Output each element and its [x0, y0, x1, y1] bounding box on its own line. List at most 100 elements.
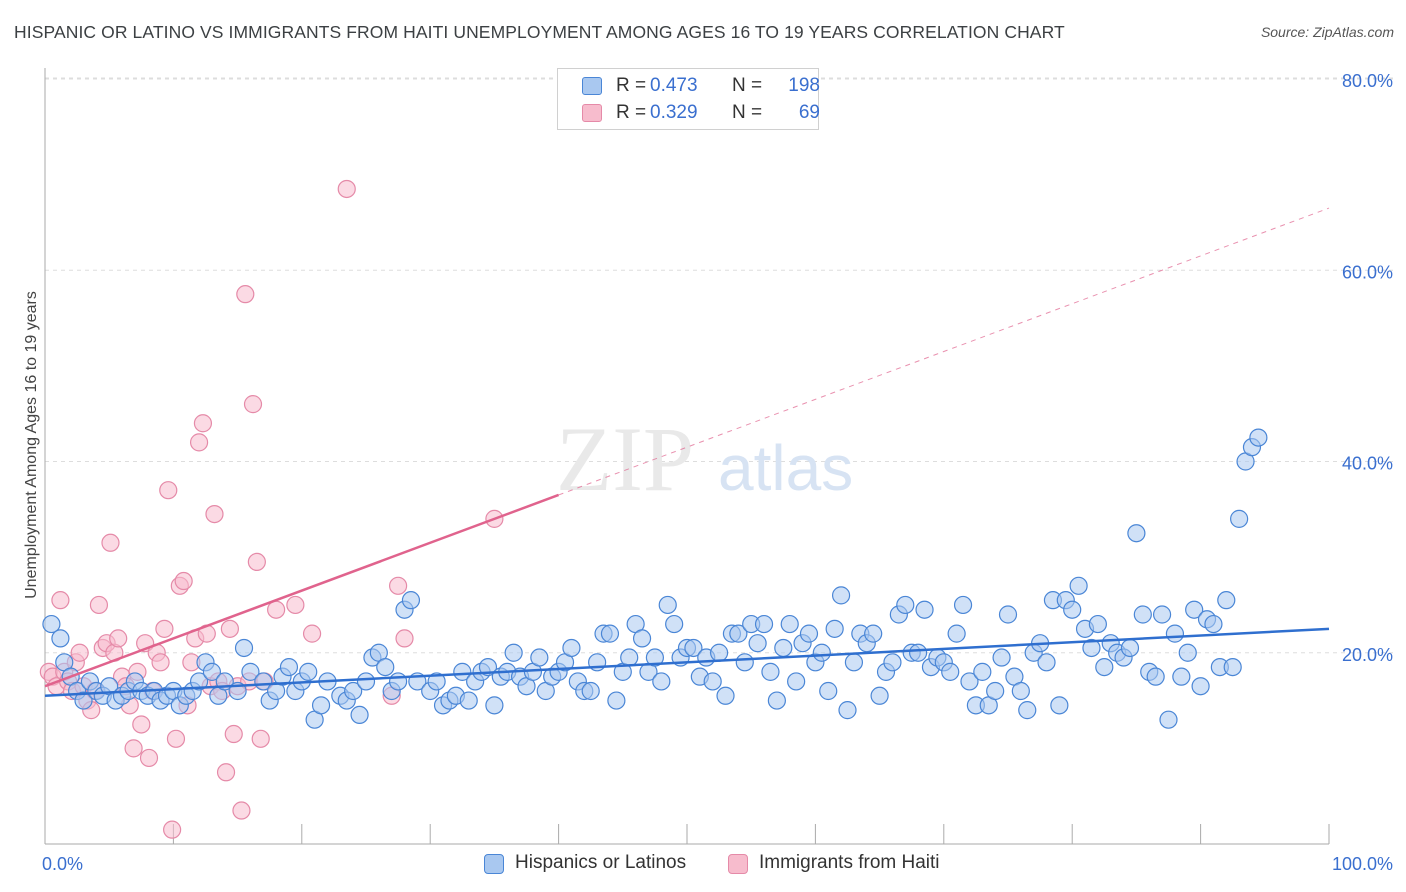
hispanic-point [202, 662, 222, 681]
hispanic-point [632, 629, 652, 648]
hispanic-point [716, 686, 735, 705]
hispanic-point [883, 653, 902, 672]
hispanic-point [960, 672, 979, 691]
hispanic-point [74, 691, 93, 710]
hispanic-point [1037, 653, 1056, 672]
hispanic-point [1069, 576, 1088, 595]
hispanic-point [1133, 605, 1152, 624]
hispanic-point [1082, 638, 1101, 658]
haiti-point [109, 629, 128, 648]
bottom-legend-swatch-pink [728, 854, 748, 874]
haiti-point [286, 595, 305, 615]
hispanic-point [652, 672, 671, 691]
hispanic-trend-line [44, 627, 1330, 698]
hispanic-point [748, 634, 767, 653]
hispanic-point [684, 638, 703, 658]
hispanic-point [812, 643, 831, 662]
y-tick-label: 40.0% [1342, 454, 1393, 474]
haiti-point [51, 591, 70, 610]
hispanic-point [787, 672, 806, 691]
series-hispanics-or-latinos [42, 428, 1268, 729]
haiti-point [151, 653, 170, 672]
x-tick-label: 100.0% [1332, 854, 1393, 874]
hispanic-point [1185, 600, 1204, 619]
hispanic-point [825, 619, 844, 638]
hispanic-point [870, 686, 889, 705]
hispanic-point [831, 586, 851, 605]
series-immigrants-from-haiti [39, 179, 504, 839]
hispanic-point [838, 701, 857, 720]
hispanic-point [189, 672, 209, 691]
haiti-point [389, 576, 408, 595]
hispanic-point [709, 643, 729, 662]
hispanic-point [1165, 624, 1185, 643]
haiti-point [247, 552, 266, 572]
hispanic-point [299, 662, 318, 681]
legend-r-value: 0.329 [650, 102, 698, 123]
legend-swatch-pink [582, 104, 602, 122]
bottom-legend-label: Hispanics or Latinos [515, 852, 687, 873]
hispanic-point [1191, 677, 1210, 696]
haiti-trend-extension [558, 207, 1330, 496]
y-axis-label: Unemployment Among Ages 16 to 19 years [23, 291, 40, 599]
hispanic-point [947, 624, 966, 643]
hispanic-point [774, 638, 793, 658]
haiti-point [139, 748, 159, 768]
legend-r-label: R = [616, 75, 647, 96]
hispanic-point [754, 614, 774, 634]
bottom-legend-swatch-blue [484, 854, 504, 874]
hispanic-point [864, 624, 883, 643]
hispanic-point [973, 662, 992, 681]
hispanic-point [376, 657, 395, 677]
correlation-legend: R = 0.473 N = 198 R = 0.329 N = 69 [557, 68, 820, 130]
hispanic-point [729, 624, 748, 643]
hispanic-point [658, 595, 677, 615]
haiti-point [166, 729, 186, 748]
hispanic-point [1063, 600, 1082, 619]
haiti-point [101, 533, 120, 552]
haiti-point [193, 414, 213, 433]
haiti-point [243, 395, 263, 414]
haiti-point [159, 481, 178, 500]
trend-lines [44, 207, 1330, 698]
haiti-point [302, 624, 322, 643]
tick-labels: 20.0% 40.0% 60.0% 80.0% 0.0% 100.0% [42, 71, 1393, 874]
gridlines [45, 77, 1393, 654]
hispanic-point [562, 638, 581, 658]
hispanic-point [1088, 614, 1107, 634]
hispanic-point [1178, 643, 1197, 662]
hispanic-point [607, 691, 626, 710]
hispanic-point [311, 696, 331, 715]
hispanic-point [485, 696, 504, 715]
hispanic-point [427, 672, 446, 691]
haiti-point [251, 729, 270, 748]
hispanic-point [998, 605, 1018, 624]
hispanic-point [986, 681, 1005, 701]
haiti-point [224, 724, 243, 744]
haiti-point [124, 739, 143, 758]
hispanic-point [1120, 638, 1140, 658]
hispanic-point [799, 624, 819, 643]
x-tick-label: 0.0% [42, 854, 83, 874]
hispanic-point [1146, 667, 1165, 686]
watermark-zip: ZIP [556, 408, 694, 510]
haiti-point [205, 504, 224, 524]
hispanic-point [1217, 591, 1236, 610]
y-tick-label: 20.0% [1342, 645, 1393, 665]
legend-r-value: 0.473 [650, 75, 698, 96]
hispanic-point [581, 681, 600, 701]
axes [44, 68, 1330, 845]
haiti-point [236, 285, 255, 304]
haiti-trend-line [44, 493, 560, 688]
hispanic-point [1230, 509, 1249, 528]
watermark-atlas: atlas [718, 432, 853, 504]
hispanic-point [761, 662, 780, 681]
hispanic-point [344, 681, 363, 701]
hispanic-point [896, 595, 915, 615]
hispanic-point [350, 705, 369, 725]
haiti-point [337, 179, 356, 199]
hispanic-point [735, 653, 754, 672]
hispanic-point [504, 643, 523, 662]
legend-n-value: 198 [788, 75, 820, 96]
y-tick-label: 60.0% [1342, 262, 1393, 282]
